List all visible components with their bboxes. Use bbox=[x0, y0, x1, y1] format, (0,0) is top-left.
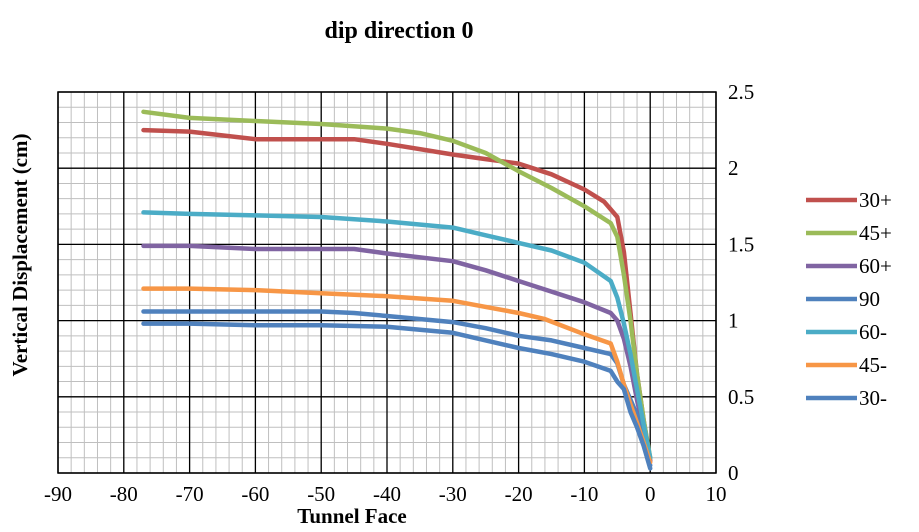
x-tick-label: -60 bbox=[241, 482, 269, 506]
legend-label: 45+ bbox=[859, 221, 892, 245]
legend-label: 30+ bbox=[859, 188, 892, 212]
legend-label: 30- bbox=[859, 386, 887, 410]
legend-label: 60+ bbox=[859, 254, 892, 278]
y-tick-label: 2 bbox=[728, 156, 739, 180]
x-tick-label: 10 bbox=[706, 482, 727, 506]
legend-label: 45- bbox=[859, 353, 887, 377]
x-tick-label: -30 bbox=[439, 482, 467, 506]
x-tick-label: -90 bbox=[44, 482, 72, 506]
chart-title: dip direction 0 bbox=[325, 18, 474, 44]
series-line-2 bbox=[141, 109, 653, 461]
x-axis-label: Tunnel Face bbox=[297, 504, 407, 528]
series-lines bbox=[141, 109, 653, 471]
plot-area bbox=[57, 91, 717, 474]
x-tick-label: -10 bbox=[570, 482, 598, 506]
series-line-5 bbox=[141, 210, 653, 461]
y-tick-label: 0.5 bbox=[728, 385, 754, 409]
y-tick-label: 1 bbox=[728, 309, 739, 333]
legend: 30+ 45+ 60+ 90 60- 45- 30- bbox=[806, 188, 892, 410]
x-tick-label: -80 bbox=[110, 482, 138, 506]
series-line-3 bbox=[141, 243, 653, 464]
x-tick-label: -40 bbox=[373, 482, 401, 506]
y-tick-label: 2.5 bbox=[728, 80, 754, 104]
y-axis-label: Vertical Displacement (cm) bbox=[8, 134, 32, 377]
x-axis-ticks: -90 -80 -70 -60 -50 -40 -30 -20 -10 0 10 bbox=[44, 482, 727, 506]
y-tick-label: 1.5 bbox=[728, 232, 754, 256]
series-line-7 bbox=[141, 321, 653, 471]
series-line-6 bbox=[141, 286, 653, 465]
y-tick-label: 0 bbox=[728, 461, 739, 485]
x-tick-label: -50 bbox=[307, 482, 335, 506]
y-axis-ticks: 0 0.5 1 1.5 2 2.5 bbox=[728, 80, 754, 485]
legend-label: 60- bbox=[859, 320, 887, 344]
x-tick-label: -70 bbox=[176, 482, 204, 506]
legend-label: 90 bbox=[859, 287, 880, 311]
x-tick-label: -20 bbox=[505, 482, 533, 506]
major-gridlines bbox=[57, 91, 717, 474]
x-tick-label: 0 bbox=[645, 482, 656, 506]
